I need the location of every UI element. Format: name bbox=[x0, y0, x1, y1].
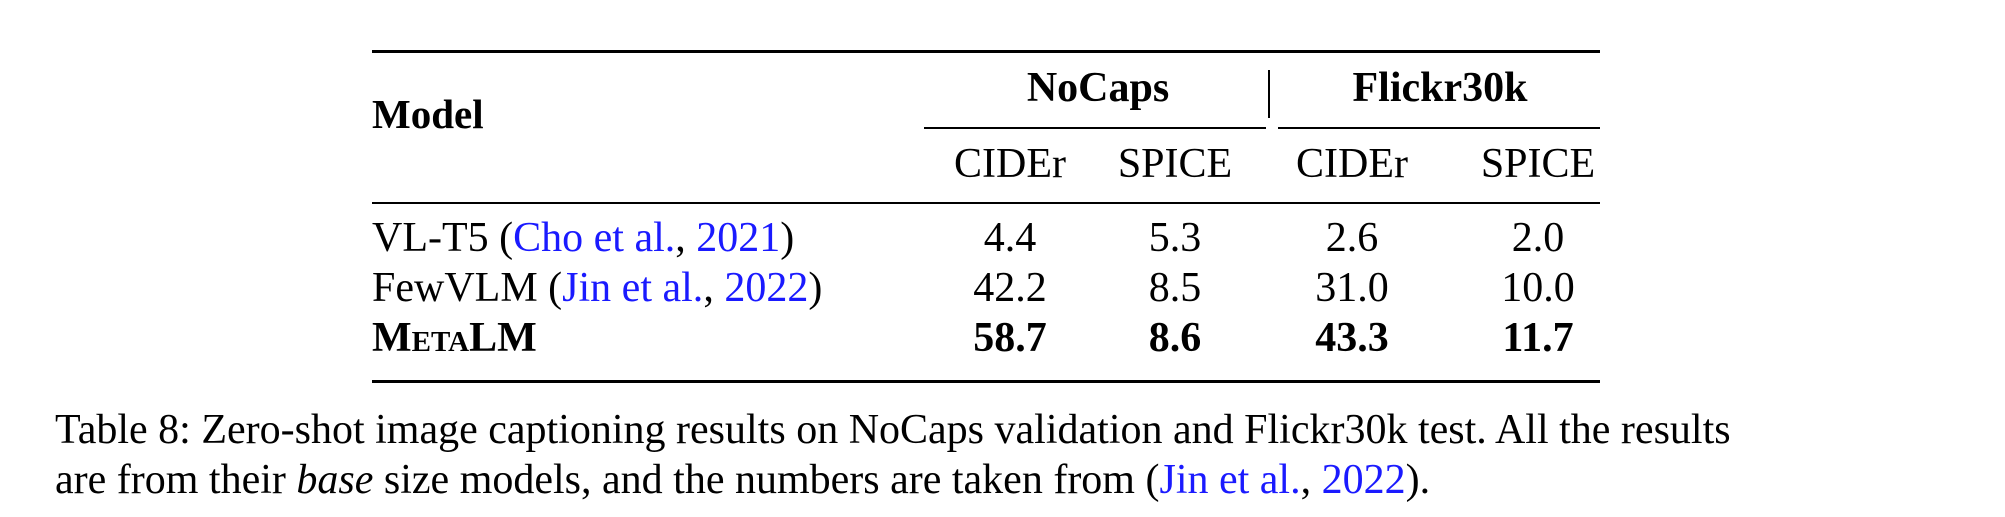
row-vl-t5-model: VL-T5 (Cho et al., 2021) bbox=[372, 215, 795, 261]
table-cell: 58.7 bbox=[973, 315, 1047, 361]
model-name: FewVLM bbox=[372, 265, 538, 311]
table-top-rule bbox=[372, 50, 1600, 53]
table-cell: 4.4 bbox=[983, 215, 1037, 261]
header-group-divider bbox=[1268, 70, 1270, 118]
table-cell: 8.6 bbox=[1148, 315, 1202, 361]
citation-year-link[interactable]: 2022 bbox=[1321, 457, 1406, 503]
header-nocaps-spice: SPICE bbox=[1117, 141, 1233, 187]
header-nocaps: NoCaps bbox=[1026, 65, 1170, 111]
table-cell: 43.3 bbox=[1315, 315, 1389, 361]
table-cell: 42.2 bbox=[973, 265, 1047, 311]
table-cell: 5.3 bbox=[1148, 215, 1202, 261]
caption-line-1: Table 8: Zero-shot image captioning resu… bbox=[55, 407, 1731, 453]
caption-emphasis: base bbox=[296, 457, 374, 503]
table-cell: 10.0 bbox=[1501, 265, 1575, 311]
caption-line-2: are from their base size models, and the… bbox=[55, 457, 1431, 503]
table-mid-rule bbox=[372, 202, 1600, 204]
header-flickr-cider: CIDEr bbox=[1296, 141, 1408, 187]
header-model: Model bbox=[372, 91, 484, 137]
nocaps-group-rule bbox=[924, 127, 1266, 129]
citation-year-link[interactable]: 2021 bbox=[696, 215, 781, 261]
citation-link[interactable]: Jin et al. bbox=[562, 265, 704, 311]
table-cell: 11.7 bbox=[1502, 315, 1574, 361]
citation-year-link[interactable]: 2022 bbox=[724, 265, 809, 311]
row-fewvlm-model: FewVLM (Jin et al., 2022) bbox=[372, 265, 823, 311]
table-cell: 31.0 bbox=[1315, 265, 1389, 311]
header-flickr-spice: SPICE bbox=[1480, 141, 1596, 187]
table-bottom-rule bbox=[372, 380, 1600, 383]
header-nocaps-cider: CIDEr bbox=[954, 141, 1066, 187]
citation-link[interactable]: Cho et al. bbox=[513, 215, 676, 261]
header-flickr30k: Flickr30k bbox=[1352, 65, 1528, 111]
model-name: VL-T5 bbox=[372, 215, 489, 261]
citation-link[interactable]: Jin et al. bbox=[1159, 457, 1301, 503]
row-metalm-model: MetaLM bbox=[372, 315, 537, 361]
table-cell: 8.5 bbox=[1148, 265, 1202, 311]
table-caption: Table 8: Zero-shot image captioning resu… bbox=[55, 405, 1965, 505]
flickr30k-group-rule bbox=[1278, 127, 1600, 129]
table-cell: 2.6 bbox=[1325, 215, 1379, 261]
table-cell: 2.0 bbox=[1511, 215, 1565, 261]
